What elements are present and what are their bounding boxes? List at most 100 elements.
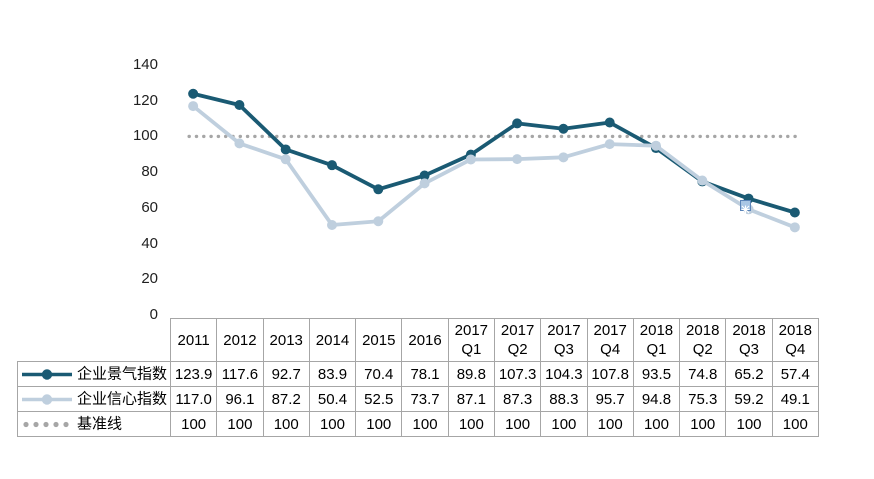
data-point-marker bbox=[280, 154, 291, 165]
data-point-marker bbox=[604, 139, 615, 150]
table-cell: 100 bbox=[632, 411, 681, 437]
data-point-marker bbox=[373, 184, 384, 195]
table-cell: 117.6 bbox=[216, 361, 264, 387]
data-point-marker bbox=[234, 100, 245, 110]
table-column-header: 2017 Q4 bbox=[586, 318, 634, 362]
table-cell: 74.8 bbox=[679, 361, 727, 387]
y-axis-tick-label: 20 bbox=[141, 270, 158, 288]
table-cell: 107.3 bbox=[493, 361, 542, 387]
table-cell: 100 bbox=[679, 411, 727, 437]
table-cell: 100 bbox=[308, 411, 357, 437]
y-axis-tick-label: 140 bbox=[132, 56, 158, 73]
legend-item-series-2: 企业信心指数 bbox=[17, 386, 171, 412]
table-cell: 50.4 bbox=[308, 386, 357, 412]
data-point-marker bbox=[789, 222, 800, 233]
series-line-marker-icon bbox=[22, 369, 72, 380]
table-cell: 75.3 bbox=[679, 386, 727, 412]
table-cell: 52.5 bbox=[355, 386, 403, 412]
table-row: 企业信心指数 117.0 96.1 87.2 50.4 52.5 73.7 87.1 87.3 8… bbox=[17, 386, 819, 412]
table-column-header: 2014 bbox=[308, 318, 357, 362]
data-point-marker bbox=[604, 117, 615, 128]
data-point-marker bbox=[465, 154, 476, 165]
table-column-header: 2017 Q2 bbox=[493, 318, 542, 362]
table-cell: 100 bbox=[216, 411, 264, 437]
table-cell: 73.7 bbox=[401, 386, 449, 412]
table-cell: 94.8 bbox=[632, 386, 681, 412]
table-cell: 93.5 bbox=[632, 361, 681, 387]
data-point-marker bbox=[326, 220, 337, 230]
table-column-header: 2017 Q1 bbox=[447, 318, 495, 362]
table-cell: 117.0 bbox=[169, 386, 218, 412]
table-cell: 78.1 bbox=[401, 361, 449, 387]
data-point-marker bbox=[419, 178, 430, 189]
y-axis-tick-label: 0 bbox=[149, 306, 158, 323]
dotted-line-marker-icon bbox=[23, 421, 69, 427]
data-point-marker bbox=[650, 140, 661, 151]
y-axis-tick-label: 40 bbox=[141, 234, 158, 252]
table-cell: 100 bbox=[725, 411, 773, 437]
table-cell: 87.2 bbox=[262, 386, 310, 412]
table-column-header: 2011 bbox=[169, 318, 218, 362]
table-cell: 65.2 bbox=[725, 361, 773, 387]
data-point-marker bbox=[280, 144, 291, 155]
table-cell: 100 bbox=[262, 411, 310, 437]
table-cell: 100 bbox=[586, 411, 634, 437]
table-column-header: 2012 bbox=[216, 318, 264, 362]
table-cell: 87.3 bbox=[493, 386, 542, 412]
data-point-marker bbox=[326, 160, 337, 171]
table-cell: 83.9 bbox=[308, 361, 357, 387]
table-cell: 104.3 bbox=[540, 361, 588, 387]
table-cell: 100 bbox=[355, 411, 403, 437]
table-cell: 92.7 bbox=[262, 361, 310, 387]
table-cell: 100 bbox=[169, 411, 218, 437]
broken-image-icon bbox=[740, 200, 751, 214]
y-axis-tick-label: 100 bbox=[132, 127, 158, 145]
table-row: 企业景气指数 123.9 117.6 92.7 83.9 70.4 78.1 89.8 107.… bbox=[17, 361, 819, 387]
table-cell: 95.7 bbox=[586, 386, 634, 412]
table-column-header: 2016 bbox=[401, 318, 449, 362]
table-cell: 59.2 bbox=[725, 386, 773, 412]
table-cell: 100 bbox=[401, 411, 449, 437]
data-point-marker bbox=[512, 154, 523, 165]
data-point-marker bbox=[419, 170, 430, 181]
table-row: 基准线 100 100 100 100 100 100 100 100 100 100 100 100 1… bbox=[17, 411, 819, 437]
table-cell: 87.1 bbox=[447, 386, 495, 412]
table-cell: 96.1 bbox=[216, 386, 264, 412]
table-column-header: 2013 bbox=[262, 318, 310, 362]
table-column-header: 2018 Q1 bbox=[632, 318, 681, 362]
table-cell: 123.9 bbox=[169, 361, 218, 387]
data-point-marker bbox=[512, 118, 523, 129]
legend-label: 企业信心指数 bbox=[77, 390, 168, 408]
table-corner-cell bbox=[18, 319, 171, 362]
data-point-marker bbox=[188, 101, 199, 112]
table-column-header: 2018 Q2 bbox=[679, 318, 727, 362]
data-point-marker bbox=[188, 88, 199, 99]
legend-item-series-1: 企业景气指数 bbox=[17, 361, 171, 387]
table-column-header: 2018 Q3 bbox=[725, 318, 773, 362]
y-axis-tick-label: 60 bbox=[141, 198, 158, 216]
broken-image-glyph bbox=[741, 205, 750, 214]
table-cell: 70.4 bbox=[355, 361, 403, 387]
data-table: 2011 2012 2013 2014 2015 2016 2017 Q1 2017 Q2 20… bbox=[17, 318, 819, 437]
series-line-2 bbox=[191, 104, 797, 230]
table-cell: 107.8 bbox=[586, 361, 634, 387]
table-column-header: 2015 bbox=[355, 318, 403, 362]
table-cell: 100 bbox=[447, 411, 495, 437]
data-point-marker bbox=[789, 207, 800, 218]
table-cell: 57.4 bbox=[771, 361, 819, 387]
y-axis-tick-label: 120 bbox=[132, 91, 158, 109]
table-cell: 88.3 bbox=[540, 386, 588, 412]
legend-item-series-3: 基准线 bbox=[17, 411, 171, 437]
data-point-marker bbox=[697, 175, 708, 186]
table-cell: 100 bbox=[540, 411, 588, 437]
data-point-marker bbox=[373, 216, 384, 227]
series-line-marker-icon bbox=[22, 394, 72, 405]
legend-label: 基准线 bbox=[77, 415, 123, 433]
table-cell: 100 bbox=[771, 411, 819, 437]
table-column-header: 2018 Q4 bbox=[771, 318, 819, 362]
legend-label: 企业景气指数 bbox=[77, 365, 168, 383]
table-cell: 100 bbox=[493, 411, 542, 437]
table-cell: 89.8 bbox=[447, 361, 495, 387]
